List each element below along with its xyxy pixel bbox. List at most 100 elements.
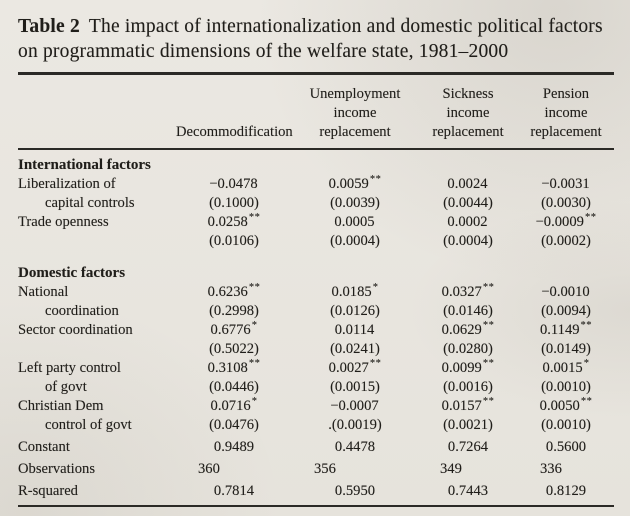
row-label: Trade openness [18,214,109,230]
se-cell: (0.0044) [443,195,493,211]
se-cell: (0.0039) [330,195,380,211]
r-squared-cell: 0.7814 [213,483,255,499]
coef-row: Left party control 0.3108** 0.0027** 0.0… [18,358,614,378]
top-rule [18,72,614,75]
se-cell: (0.0146) [443,303,493,319]
row-label-continued: capital controls [45,195,135,211]
row-label: Observations [18,461,96,477]
constant-row: Constant 0.9489 0.4478 0.7264 0.5600 [18,435,614,457]
row-label-continued [18,340,176,359]
coef-row: Trade openness 0.0258** 0.0005 0.0002 −0… [18,212,614,232]
coef-row: Liberalization of −0.0478 0.0059** 0.002… [18,174,614,194]
coef-cell: 0.3108** [207,358,261,376]
column-header-unemployment: Unemployment income replacement [292,75,418,150]
coef-row: Christian Dem 0.0716* −0.0007 0.0157** 0… [18,396,614,416]
significance-stars: * [251,396,258,407]
column-header-decommodification: Decommodification [176,75,293,150]
significance-stars: ** [580,396,593,407]
se-row: capital controls (0.1000) (0.0039) (0.00… [18,194,614,213]
coef-cell: 0.0258** [207,212,261,230]
coef-cell: 0.0050** [539,396,593,414]
section-row-domestic: Domestic factors [18,251,614,283]
significance-stars: ** [248,212,261,223]
column-header-empty [18,75,176,150]
se-cell: (0.0241) [330,341,380,357]
significance-stars: ** [580,320,593,331]
bottom-rule [18,505,614,507]
significance-stars: ** [369,174,382,185]
coef-cell: 0.0327** [441,282,495,300]
coef-cell: −0.0478 [209,176,258,192]
coef-cell: 0.0114 [334,322,375,338]
significance-stars: ** [248,282,261,293]
observations-cell: 356 [314,461,336,477]
se-cell: (0.0004) [443,233,493,249]
row-label-continued: control of govt [45,417,132,433]
se-cell: (0.2998) [209,303,259,319]
se-row: (0.0106) (0.0004) (0.0004) (0.0002) [18,232,614,251]
row-label-continued: of govt [45,379,87,395]
column-header-pension: Pension income replacement [518,75,614,150]
row-label: Christian Dem [18,398,104,414]
coef-cell: 0.6236** [207,282,261,300]
significance-stars: ** [482,358,495,369]
constant-cell: 0.5600 [545,439,587,455]
table-number: Table 2 [18,16,80,37]
observations-cell: 349 [440,461,462,477]
significance-stars: * [372,282,379,293]
section-heading: Domestic factors [18,265,126,281]
se-row: coordination (0.2998) (0.0126) (0.0146) … [18,302,614,321]
coef-cell: 0.0629** [441,320,495,338]
se-cell: (0.0106) [209,233,259,249]
se-cell: (0.0010) [541,417,591,433]
se-cell: .(0.0019) [328,417,382,433]
row-label: Sector coordination [18,322,133,338]
se-cell: (0.1000) [209,195,259,211]
constant-cell: 0.4478 [334,439,376,455]
se-cell: (0.0030) [541,195,591,211]
significance-stars: * [583,358,590,369]
coef-cell: 0.1149** [539,320,593,338]
coef-row: Sector coordination 0.6776* 0.0114 0.062… [18,320,614,340]
r-squared-cell: 0.5950 [334,483,376,499]
coef-cell: 0.0059** [328,174,382,192]
se-cell: (0.0004) [330,233,380,249]
se-cell: (0.0010) [541,379,591,395]
constant-cell: 0.7264 [447,439,489,455]
significance-stars: ** [482,282,495,293]
observations-row: Observations 360 356 349 336 [18,457,614,479]
se-cell: (0.0016) [443,379,493,395]
se-cell: (0.0476) [209,417,259,433]
section-heading: International factors [18,157,151,173]
coef-cell: −0.0009** [535,212,597,230]
row-label: Constant [18,439,70,455]
coef-cell: −0.0031 [541,176,590,192]
coef-row: National 0.6236** 0.0185* 0.0327** −0.00… [18,282,614,302]
se-cell: (0.0280) [443,341,493,357]
se-cell: (0.0446) [209,379,259,395]
observations-cell: 360 [198,461,220,477]
regression-table: Decommodification Unemployment income re… [18,75,614,501]
row-label: Left party control [18,360,121,376]
table-title-text: The impact of internationalization and d… [18,16,603,62]
coef-cell: 0.6776* [210,320,258,338]
coef-cell: 0.0099** [441,358,495,376]
row-label: Liberalization of [18,176,116,192]
coef-cell: −0.0007 [330,398,379,414]
significance-stars: ** [369,358,382,369]
table-caption: Table 2 The impact of internationalizatio… [18,14,614,64]
column-header-sickness: Sickness income replacement [418,75,518,150]
row-label: R-squared [18,483,78,499]
se-cell: (0.0021) [443,417,493,433]
se-row: of govt (0.0446) (0.0015) (0.0016) (0.00… [18,378,614,397]
se-cell: (0.0002) [541,233,591,249]
significance-stars: ** [482,396,495,407]
column-header-row: Decommodification Unemployment income re… [18,75,614,150]
row-label-continued [18,232,176,251]
se-row: control of govt (0.0476) .(0.0019) (0.00… [18,416,614,435]
se-cell: (0.5022) [209,341,259,357]
significance-stars: * [251,320,258,331]
coef-cell: 0.0002 [447,214,488,230]
coef-cell: 0.0716* [210,396,258,414]
constant-cell: 0.9489 [213,439,255,455]
